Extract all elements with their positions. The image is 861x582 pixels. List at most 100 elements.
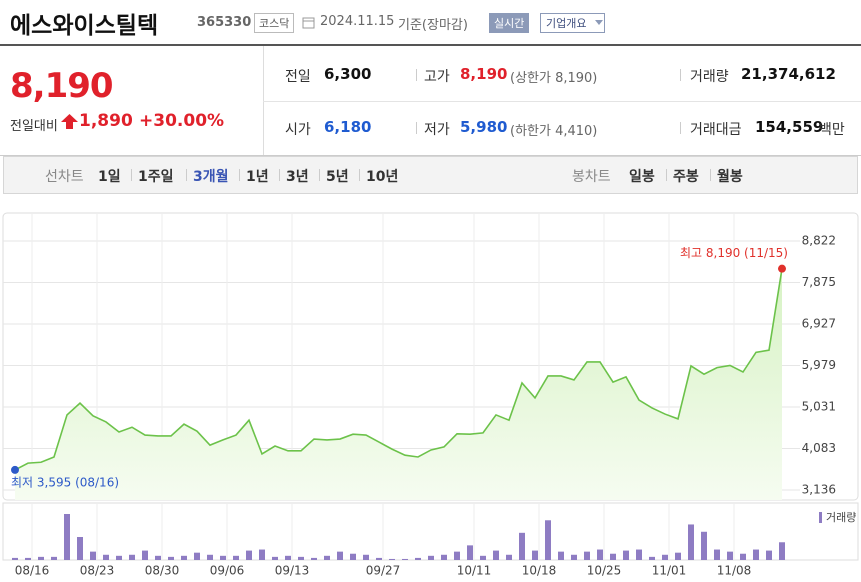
volume-bar — [324, 555, 330, 560]
item-value: 154,559 — [755, 118, 824, 136]
y-tick-label: 7,875 — [802, 275, 836, 289]
x-tick-label: 08/30 — [145, 564, 180, 578]
status: 기준(장마감) — [398, 18, 468, 33]
volume-bar — [480, 555, 486, 560]
summary-rule — [0, 155, 861, 156]
tab-separator — [666, 169, 667, 181]
stock-name: 에스와이스틸텍 — [10, 13, 159, 39]
item-label: 전일 — [285, 69, 311, 85]
x-tick-label: 10/18 — [522, 564, 557, 578]
summary-divider — [263, 46, 264, 155]
tab-separator — [359, 169, 360, 181]
volume-bar — [519, 532, 525, 560]
volume-bar — [376, 557, 382, 560]
volume-bar — [701, 531, 707, 560]
volume-bar — [467, 545, 473, 560]
candle-tab[interactable]: 일봉 — [629, 169, 655, 185]
row-divider — [263, 101, 861, 102]
volume-bar — [77, 537, 83, 560]
volume-bar — [493, 550, 499, 560]
period-tab[interactable]: 1일 — [98, 169, 121, 185]
volume-bar — [181, 555, 187, 560]
volume-bar — [636, 549, 642, 560]
x-tick-label: 09/27 — [366, 564, 401, 578]
volume-bar — [12, 557, 18, 560]
period-tab[interactable]: 3년 — [286, 169, 309, 185]
candle-tab[interactable]: 주봉 — [673, 169, 699, 185]
y-tick-label: 6,927 — [802, 316, 836, 330]
period-tab[interactable]: 3개월 — [193, 169, 229, 185]
period-tab[interactable]: 10년 — [366, 169, 399, 185]
tab-separator — [710, 169, 711, 181]
volume-bar — [194, 552, 200, 560]
volume-bar — [649, 556, 655, 560]
volume-bar — [558, 551, 564, 560]
x-tick-label: 09/06 — [210, 564, 245, 578]
volume-bar — [51, 556, 57, 560]
low-marker — [11, 465, 19, 474]
item-label: 저가 — [424, 122, 450, 138]
y-tick-label: 5,979 — [802, 358, 836, 372]
volume-bar — [766, 550, 772, 560]
volume-bar — [38, 556, 44, 560]
x-tick-label: 09/13 — [275, 564, 310, 578]
y-tick-label: 3,136 — [802, 483, 836, 497]
item-unit: 백만 — [819, 122, 845, 138]
x-tick-label: 10/11 — [457, 564, 492, 578]
change-rate: +30.00% — [139, 111, 225, 131]
stock-code: 365330 — [197, 15, 252, 30]
volume-frame — [2, 502, 859, 561]
volume-bar — [155, 555, 161, 560]
volume-bar — [675, 552, 681, 560]
x-tick-label: 08/16 — [15, 564, 50, 578]
period-tab[interactable]: 5년 — [326, 169, 349, 185]
item-label: 거래대금 — [690, 122, 742, 138]
volume-bar — [142, 550, 148, 560]
date: 2024.11.15 — [320, 14, 395, 29]
item-value: 21,374,612 — [741, 65, 836, 83]
volume-bar — [90, 551, 96, 560]
volume-bar — [272, 556, 278, 560]
realtime-button[interactable]: 실시간 — [489, 13, 530, 33]
company-info-button[interactable]: 기업개요 — [540, 13, 606, 33]
volume-bar — [402, 558, 408, 560]
high-marker — [778, 264, 786, 273]
legend-swatch — [819, 512, 822, 523]
candle-tab[interactable]: 월봉 — [717, 169, 743, 185]
item-note: (하한가 4,410) — [510, 124, 598, 139]
volume-bar — [25, 557, 31, 560]
up-icon — [61, 114, 78, 129]
calendar-icon — [302, 17, 315, 29]
volume-bar — [740, 553, 746, 560]
volume-bar — [454, 551, 460, 560]
volume-bar — [233, 555, 239, 560]
volume-bar — [285, 555, 291, 560]
volume-bar — [116, 555, 122, 560]
y-tick-label: 4,083 — [802, 441, 836, 455]
period-tab[interactable]: 1년 — [246, 169, 269, 185]
item-note: (상한가 8,190) — [510, 71, 598, 86]
volume-bar — [129, 554, 135, 560]
x-tick-label: 08/23 — [80, 564, 115, 578]
volume-bar — [389, 558, 395, 560]
market-badge: 코스닥 — [254, 13, 295, 33]
volume-bar — [753, 549, 759, 560]
volume-bar — [688, 524, 694, 560]
volume-bar — [220, 555, 226, 560]
item-value: 5,980 — [460, 118, 508, 136]
period-tab[interactable]: 1주일 — [138, 169, 174, 185]
legend-label: 거래량 — [826, 511, 856, 524]
x-tick-label: 11/08 — [717, 564, 752, 578]
current-price: 8,190 — [10, 66, 114, 106]
volume-bar — [428, 555, 434, 560]
volume-bar — [441, 554, 447, 560]
change: 1,890 — [79, 111, 133, 131]
volume-bar — [298, 556, 304, 560]
high-annotation: 최고 8,190 (11/15) — [680, 246, 788, 260]
volume-bar — [415, 557, 421, 560]
tab-separator — [186, 169, 187, 181]
tab-separator — [279, 169, 280, 181]
volume-bar — [623, 550, 629, 560]
